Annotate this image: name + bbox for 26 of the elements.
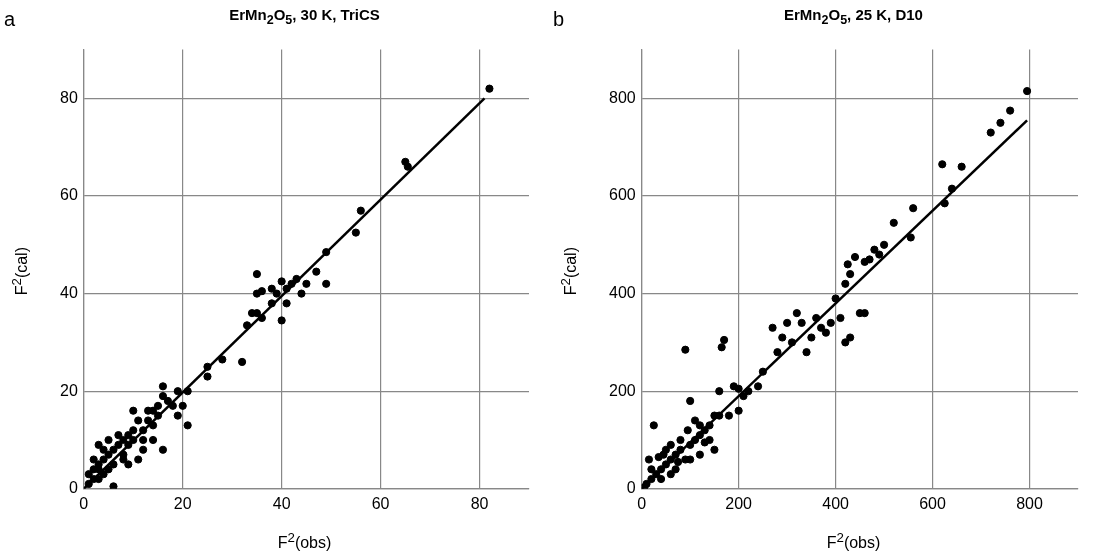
y-tick-label: 20 [60, 381, 78, 399]
x-tick-label: 600 [919, 494, 947, 512]
text: a [4, 8, 16, 31]
x-tick-label: 20 [173, 494, 192, 512]
x-tick-label: 0 [637, 494, 647, 512]
y-tick-label: 200 [608, 381, 636, 399]
x-tick-label: 0 [79, 494, 89, 512]
text: b [553, 8, 565, 31]
y-tick-label: 40 [60, 284, 78, 302]
x-tick-label: 400 [822, 494, 850, 512]
y-tick-label: 600 [608, 186, 636, 204]
x-axis-title: F$^{2}$(obs) [276, 529, 333, 552]
x-tick-label: 40 [272, 494, 291, 512]
x-tick-label: 800 [1016, 494, 1043, 512]
x-tick-label: 60 [371, 494, 390, 512]
y-tick-label: 0 [68, 479, 78, 497]
chart-title: ErMn$_{2}$O$_{5}$, 25 K, D10 [783, 6, 924, 27]
y-tick-label: 60 [60, 186, 78, 204]
x-axis-title: F$^{2}$(obs) [825, 529, 882, 552]
y-tick-label: 0 [626, 479, 636, 497]
x-tick-label: 80 [470, 494, 489, 512]
y-tick-label: 800 [608, 88, 636, 106]
chart-title: ErMn$_{2}$O$_{5}$, 30 K, TriCS [228, 6, 381, 27]
y-tick-label: 80 [60, 88, 78, 106]
x-tick-label: 200 [725, 494, 753, 512]
y-tick-label: 400 [608, 284, 636, 302]
